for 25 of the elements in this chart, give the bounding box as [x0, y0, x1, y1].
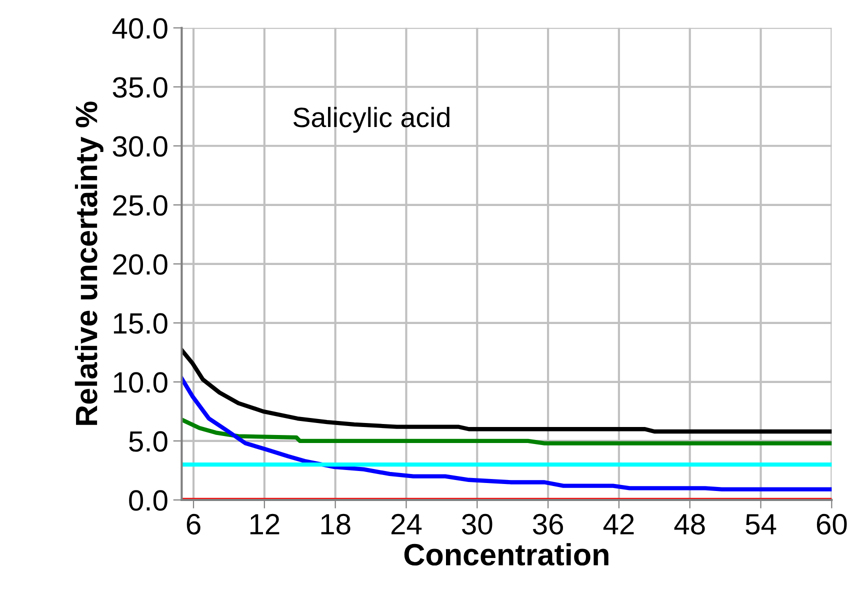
y-tick-label: 30.0: [112, 136, 168, 157]
x-tick-label: 54: [746, 514, 776, 535]
y-tick-label: 15.0: [114, 313, 168, 334]
x-tick-label: 42: [603, 514, 634, 534]
annotation: Salicylic acid: [293, 106, 450, 133]
x-tick-label: 12: [250, 514, 280, 534]
x-tick-label: 6: [186, 514, 200, 535]
y-tick-label: 20.0: [113, 254, 168, 275]
y-axis-title: Relative uncertainty %: [74, 102, 104, 425]
line-series: [182, 376, 832, 492]
y-tick-label: 10.0: [114, 372, 168, 393]
x-tick-label: 24: [391, 514, 422, 534]
line-series: [182, 418, 832, 446]
line-series: [182, 348, 832, 434]
x-tick-label: 36: [532, 514, 563, 535]
y-tick-label: 5.0: [129, 431, 168, 452]
y-tick-label: 35.0: [112, 77, 168, 98]
y-tick-label: 25.0: [113, 195, 168, 216]
x-axis-title: Concentration: [404, 543, 608, 566]
x-tick-label: 48: [674, 514, 705, 535]
x-tick-label: 18: [321, 514, 350, 535]
y-tick-label: 40.0: [112, 18, 168, 39]
y-tick-label: 0.0: [129, 490, 168, 511]
x-tick-label: 60: [816, 514, 847, 535]
x-tick-label: 30: [462, 514, 492, 535]
